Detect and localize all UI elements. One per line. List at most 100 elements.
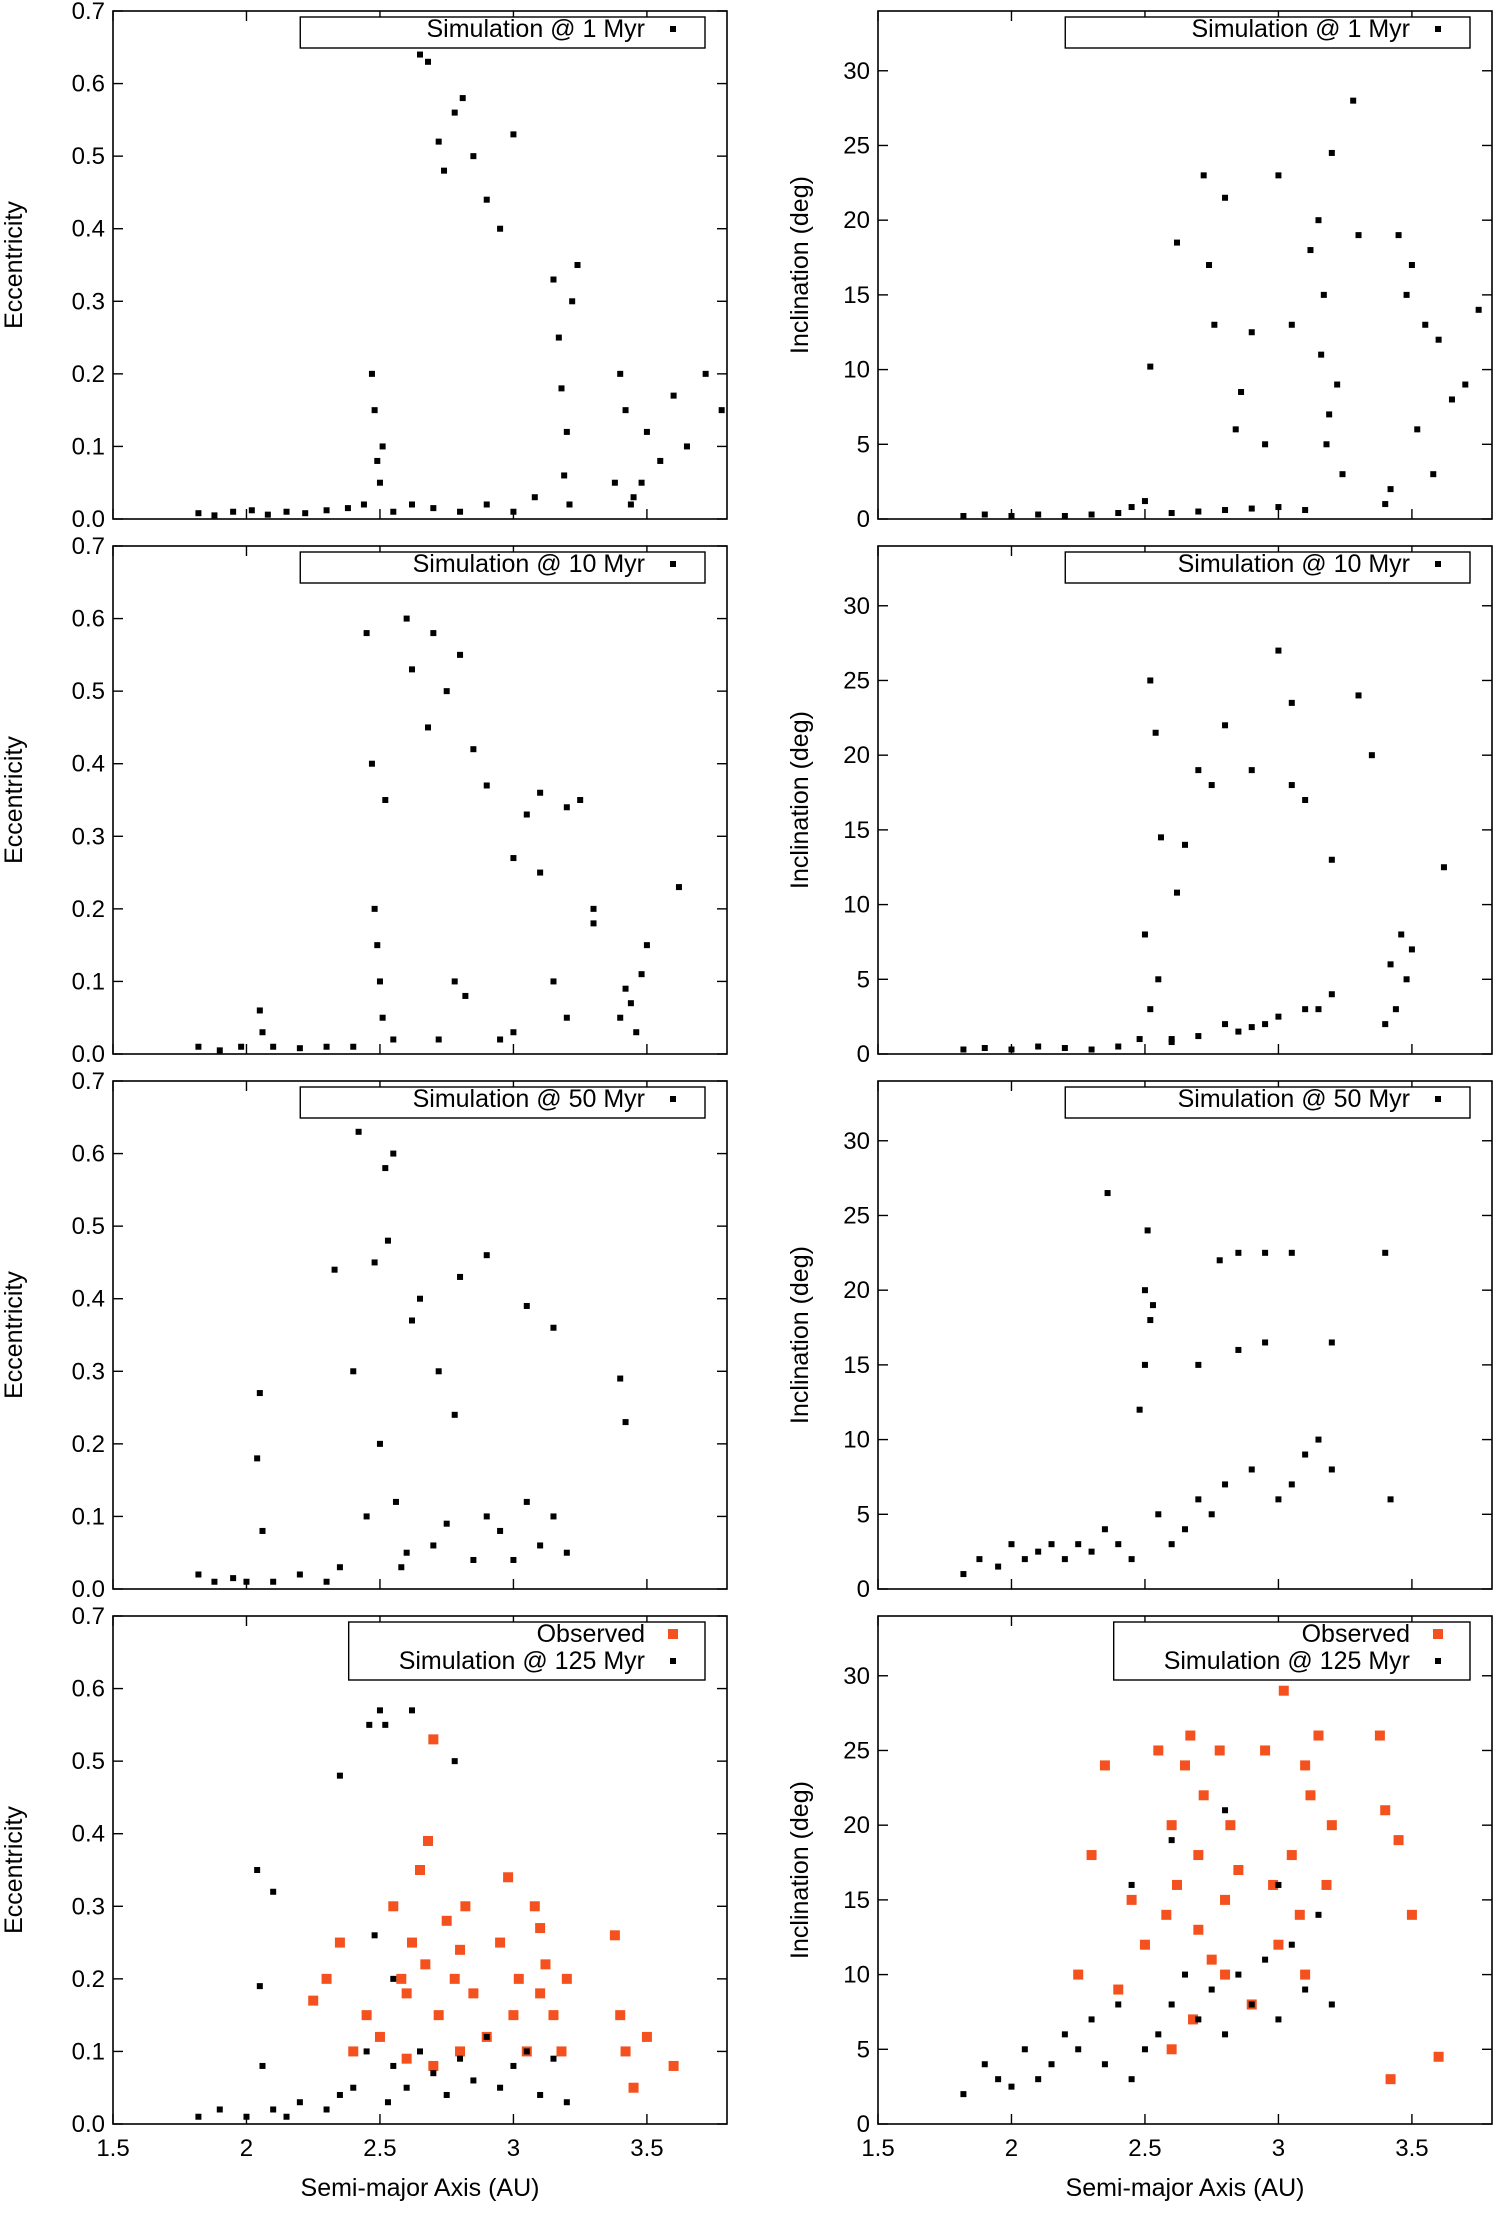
point (1200, 172, 1207, 179)
point (497, 225, 504, 232)
point (718, 407, 725, 414)
point (415, 1865, 425, 1875)
point (563, 1549, 570, 1556)
y-tick-label: 0.3 (72, 823, 105, 850)
legend-label: Simulation @ 50 Myr (413, 1085, 645, 1113)
legend-box (347, 1621, 706, 1681)
point (1008, 513, 1015, 520)
point (1171, 1879, 1182, 1890)
point (443, 688, 450, 695)
plot-frame (112, 10, 728, 520)
point (1222, 722, 1229, 729)
point (540, 1959, 551, 1970)
legend-box (1064, 551, 1471, 584)
point (256, 1983, 263, 1990)
point (376, 1440, 383, 1447)
point (361, 2010, 372, 2021)
point (1225, 1820, 1236, 1831)
point (248, 507, 255, 514)
point (259, 2062, 266, 2069)
y-tick-label: 0.0 (72, 1041, 105, 1068)
point (230, 508, 237, 515)
point (1222, 1021, 1229, 1028)
point (1323, 441, 1330, 448)
point (323, 1043, 330, 1050)
point (1382, 501, 1389, 508)
point (1387, 486, 1394, 493)
point (390, 1150, 397, 1157)
point (1315, 217, 1322, 224)
point (1248, 2001, 1255, 2008)
point (211, 512, 218, 519)
point (513, 1973, 524, 1984)
point (1061, 1556, 1068, 1563)
point (403, 2084, 410, 2091)
point (360, 501, 367, 508)
point (470, 153, 477, 160)
point (1233, 1865, 1244, 1875)
y-axis-label: Eccentricity (0, 201, 28, 329)
legend-label: Simulation @ 1 Myr (1192, 15, 1411, 43)
point (483, 196, 490, 203)
point (1101, 1526, 1108, 1533)
point (455, 1944, 466, 1955)
point (1035, 1548, 1042, 1555)
point (382, 1165, 389, 1172)
point (569, 298, 576, 305)
point (1275, 504, 1282, 511)
point (535, 1988, 546, 1999)
point (1294, 1909, 1305, 1920)
point (1168, 1036, 1175, 1043)
point (451, 109, 458, 116)
point (531, 494, 538, 501)
point (1141, 498, 1148, 505)
point (243, 1578, 250, 1585)
y-tick-label: 0 (857, 1576, 870, 1603)
point (523, 1498, 530, 1505)
point (960, 513, 967, 520)
point (702, 370, 709, 377)
point (374, 457, 381, 464)
point (1008, 1541, 1015, 1548)
point (296, 2099, 303, 2106)
point (254, 1867, 261, 1873)
legend-box (1064, 16, 1471, 49)
point (382, 797, 389, 803)
y-tick-label: 0.4 (72, 1821, 105, 1848)
point (270, 1578, 277, 1585)
point (1334, 381, 1341, 388)
point (259, 1527, 266, 1534)
x-tick-label: 2 (1005, 2135, 1018, 2162)
point (617, 370, 624, 377)
point (483, 782, 490, 789)
point (683, 443, 690, 450)
point (371, 905, 378, 912)
point (1235, 1249, 1242, 1256)
point (1141, 1287, 1148, 1294)
point (1185, 1730, 1196, 1741)
y-tick-label: 5 (857, 431, 870, 458)
y-tick-label: 20 (843, 207, 870, 234)
point (1235, 1971, 1242, 1978)
point (1286, 1850, 1297, 1861)
point (638, 971, 645, 978)
point (1195, 1361, 1202, 1368)
point (230, 1575, 237, 1582)
point (1155, 1511, 1162, 1518)
y-tick-label: 5 (857, 1501, 870, 1528)
point (1168, 2001, 1175, 2008)
y-axis-label: Eccentricity (0, 736, 28, 864)
point (1475, 306, 1482, 313)
point (1302, 507, 1309, 514)
point (1161, 1909, 1172, 1920)
point (590, 905, 597, 912)
point (384, 2099, 391, 2106)
legend-label: Simulation @ 10 Myr (1178, 550, 1410, 578)
point (1126, 1894, 1137, 1905)
point (451, 1758, 458, 1765)
point (1318, 351, 1325, 358)
legend: Simulation @ 10 Myr (299, 550, 706, 584)
y-tick-label: 0.4 (72, 216, 105, 243)
point (270, 2106, 277, 2113)
point (995, 2076, 1002, 2083)
